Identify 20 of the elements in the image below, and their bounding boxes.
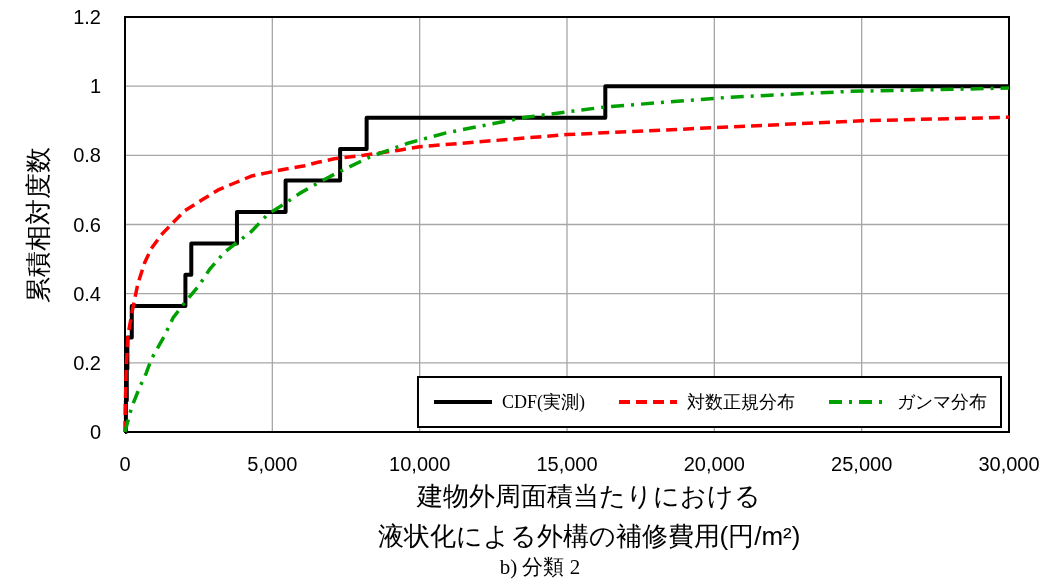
y-tick-label: 0.4 [73,282,101,305]
y-tick-label: 0.6 [73,213,101,236]
legend-label: ガンマ分布 [897,392,987,412]
text: b) 分類 2 [499,555,581,579]
x-tick-label: 25,000 [831,453,893,475]
x-axis-title: 建物外周面積当たりにおける液状化による外構の補修費用(円/m²) [377,481,801,551]
x-tick-label: 30,000 [978,453,1040,475]
y-tick-label: 0 [89,421,101,443]
y-tick-label: 0.2 [73,351,101,374]
x-tick-label: 5,000 [247,453,298,475]
y-tick-label: 1.2 [73,6,101,28]
y-tick-label: 0.8 [73,144,101,167]
y-tick-label: 1 [89,75,101,98]
x-tick-label: 0 [119,453,131,475]
x-tick-label: 20,000 [683,453,745,475]
x-tick-label: 10,000 [389,453,451,475]
legend-label: CDF(実測) [501,392,585,413]
y-axis-title: 累積相対度数 [23,146,53,303]
x-tick-label: 15,000 [536,453,598,475]
legend-label: 対数正規分布 [687,392,795,412]
